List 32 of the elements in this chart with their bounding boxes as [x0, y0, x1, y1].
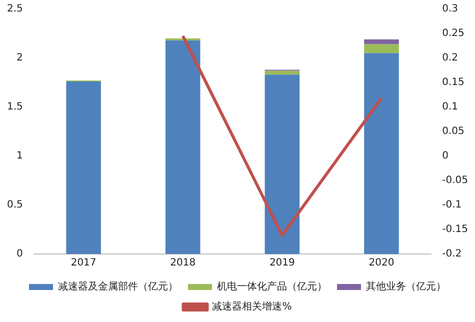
legend-label: 减速器相关增速% — [212, 300, 292, 313]
legend-label: 其他业务（亿元） — [366, 280, 446, 293]
y-tick-label: 2.5 — [6, 4, 23, 15]
x-tick-label: 2020 — [368, 258, 394, 269]
y2-tick-label: -0.1 — [442, 200, 462, 211]
bar — [364, 39, 399, 44]
y-tick-label: 2 — [16, 52, 23, 64]
y2-tick-label: -0.05 — [442, 175, 468, 186]
x-tick-label: 2017 — [70, 258, 96, 269]
legend-label: 机电一体化产品（亿元） — [217, 280, 327, 293]
x-tick-label: 2019 — [269, 258, 295, 269]
bar — [364, 53, 399, 254]
bar — [165, 40, 200, 254]
y2-tick-label: 0.2 — [442, 52, 458, 64]
y-tick-label: 1 — [16, 150, 23, 162]
y2-tick-label: -0.2 — [442, 248, 462, 260]
y2-tick-label: -0.15 — [442, 224, 468, 236]
y2-tick-label: 0.15 — [442, 77, 464, 88]
bar — [264, 70, 300, 75]
y-tick-label: 0 — [16, 248, 23, 260]
bar — [66, 82, 101, 254]
legend-label: 减速器及金属部件（亿元） — [58, 280, 178, 293]
y2-tick-label: 0.3 — [442, 4, 458, 15]
y2-tick-label: 0 — [442, 150, 448, 162]
y2-tick-label: 0.25 — [442, 28, 464, 40]
y-tick-label: 0.5 — [6, 200, 23, 211]
bar — [364, 44, 399, 54]
y2-tick-label: 0.1 — [442, 102, 458, 113]
bar — [264, 74, 300, 254]
y-tick-label: 1.5 — [6, 102, 23, 113]
x-tick-label: 2018 — [170, 258, 196, 269]
y2-tick-label: 0.05 — [442, 126, 464, 138]
